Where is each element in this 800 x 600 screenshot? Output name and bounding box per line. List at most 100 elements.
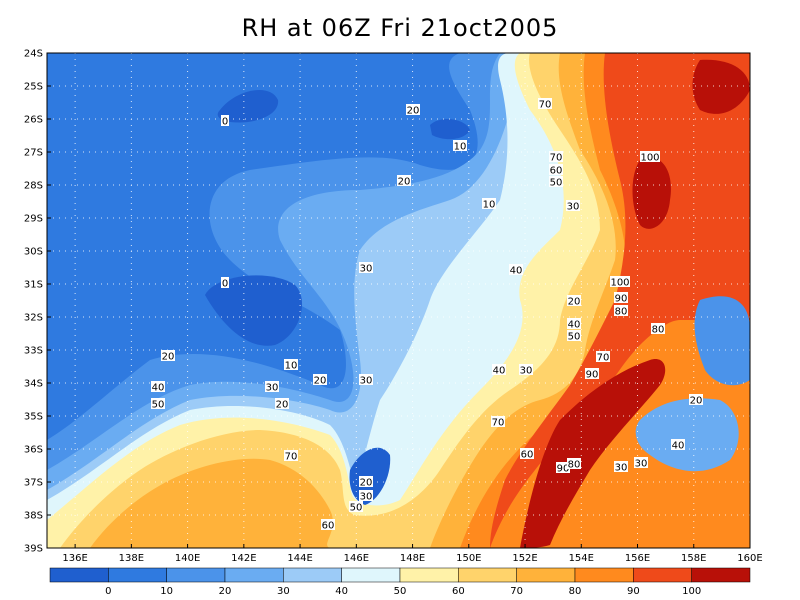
contour-label: 80: [651, 323, 665, 336]
svg-text:40: 40: [568, 320, 581, 331]
svg-text:70: 70: [539, 100, 552, 111]
svg-text:80: 80: [568, 460, 581, 471]
svg-text:60: 60: [521, 450, 534, 461]
svg-text:50: 50: [152, 400, 165, 411]
contour-label: 20: [161, 350, 175, 363]
svg-text:30: 30: [360, 376, 373, 387]
colorbar-segment: [341, 567, 401, 583]
lon-tick-label: 150E: [456, 553, 481, 564]
svg-text:20: 20: [568, 297, 581, 308]
contour-label: 10: [453, 140, 467, 153]
lat-tick-label: 32S: [24, 313, 43, 324]
contour-label: 80: [567, 458, 581, 471]
colorbar-segment: [458, 567, 517, 583]
contour-label: 50: [549, 176, 563, 189]
colorbar-segment: [283, 567, 342, 583]
contour-label: 100: [640, 151, 660, 164]
lat-tick-label: 37S: [24, 478, 43, 489]
lat-tick-label: 29S: [24, 214, 43, 225]
colorbar-label: 40: [335, 586, 348, 597]
contour-label: 30: [519, 364, 533, 377]
svg-text:20: 20: [398, 177, 411, 188]
plot-frame: [46, 52, 751, 549]
colorbar-label: 10: [160, 586, 173, 597]
svg-text:50: 50: [568, 332, 581, 343]
contour-label: 90: [556, 462, 570, 475]
svg-text:70: 70: [550, 153, 563, 164]
colorbar-segment: [49, 567, 109, 583]
lat-tick-label: 33S: [24, 346, 43, 357]
svg-text:80: 80: [652, 325, 665, 336]
contour-label: 70: [596, 351, 610, 364]
svg-text:70: 70: [285, 452, 298, 463]
contour-label: 40: [567, 318, 581, 331]
contour-label: 40: [509, 264, 523, 277]
lat-tick-label: 25S: [24, 82, 43, 93]
svg-text:30: 30: [360, 264, 373, 275]
lat-tick-label: 34S: [24, 379, 43, 390]
lon-tick-label: 146E: [344, 553, 369, 564]
lat-tick-label: 35S: [24, 412, 43, 423]
contour-label: 20: [689, 394, 703, 407]
contour-label: 20: [275, 398, 289, 411]
svg-text:20: 20: [360, 478, 373, 489]
colorbar-label: 50: [394, 586, 407, 597]
svg-text:0: 0: [222, 117, 228, 128]
lon-tick-label: 156E: [625, 553, 650, 564]
contour-label: 70: [538, 98, 552, 111]
contour-label: 40: [671, 439, 685, 452]
contour-label: 30: [566, 200, 580, 213]
colorbar-segment: [633, 567, 692, 583]
colorbar-segment: [516, 567, 576, 583]
lon-tick-label: 138E: [119, 553, 144, 564]
svg-text:60: 60: [322, 521, 335, 532]
contour-label: 30: [359, 374, 373, 387]
svg-text:30: 30: [266, 383, 279, 394]
contour-label: 40: [492, 364, 506, 377]
svg-text:90: 90: [586, 370, 599, 381]
contour-label: 20: [313, 374, 327, 387]
contour-label: 0: [221, 277, 229, 290]
contour-label: 60: [549, 164, 563, 177]
colorbar-segment: [166, 567, 226, 583]
rh-core-northeast: [632, 157, 671, 229]
svg-text:10: 10: [285, 361, 298, 372]
lat-tick-label: 30S: [24, 247, 43, 258]
contour-label: 50: [151, 398, 165, 411]
colorbar-segment: [224, 567, 284, 583]
lon-tick-label: 136E: [62, 553, 87, 564]
lat-tick-label: 26S: [24, 115, 43, 126]
colorbar-segment: [691, 567, 751, 583]
colorbar-segment: [108, 567, 167, 583]
svg-text:50: 50: [350, 503, 363, 514]
colorbar-label: 80: [569, 586, 582, 597]
contour-label: 10: [284, 359, 298, 372]
lat-tick-label: 31S: [24, 280, 43, 291]
contour-label: 0: [221, 115, 229, 128]
lat-tick-label: 39S: [24, 544, 43, 555]
svg-text:0: 0: [222, 279, 228, 290]
svg-text:50: 50: [550, 178, 563, 189]
lat-tick-label: 28S: [24, 181, 43, 192]
lat-tick-label: 27S: [24, 148, 43, 159]
lon-tick-label: 140E: [175, 553, 200, 564]
rh-core-east: [692, 59, 750, 114]
colorbar-label: 90: [627, 586, 640, 597]
contour-label: 30: [614, 461, 628, 474]
contour-label: 20: [359, 476, 373, 489]
svg-text:10: 10: [454, 142, 467, 153]
svg-text:20: 20: [407, 106, 420, 117]
contour-label: 60: [321, 519, 335, 532]
lon-tick-label: 160E: [737, 553, 762, 564]
rh-dry-pocket-northcentral: [430, 118, 470, 140]
svg-text:70: 70: [492, 418, 505, 429]
contour-label: 90: [614, 292, 628, 305]
contour-label: 70: [491, 416, 505, 429]
svg-text:20: 20: [314, 376, 327, 387]
svg-text:30: 30: [520, 366, 533, 377]
contour-label: 70: [549, 151, 563, 164]
lon-tick-label: 148E: [400, 553, 425, 564]
svg-text:40: 40: [672, 441, 685, 452]
colorbar-label: 0: [105, 586, 111, 597]
contour-label: 20: [406, 104, 420, 117]
